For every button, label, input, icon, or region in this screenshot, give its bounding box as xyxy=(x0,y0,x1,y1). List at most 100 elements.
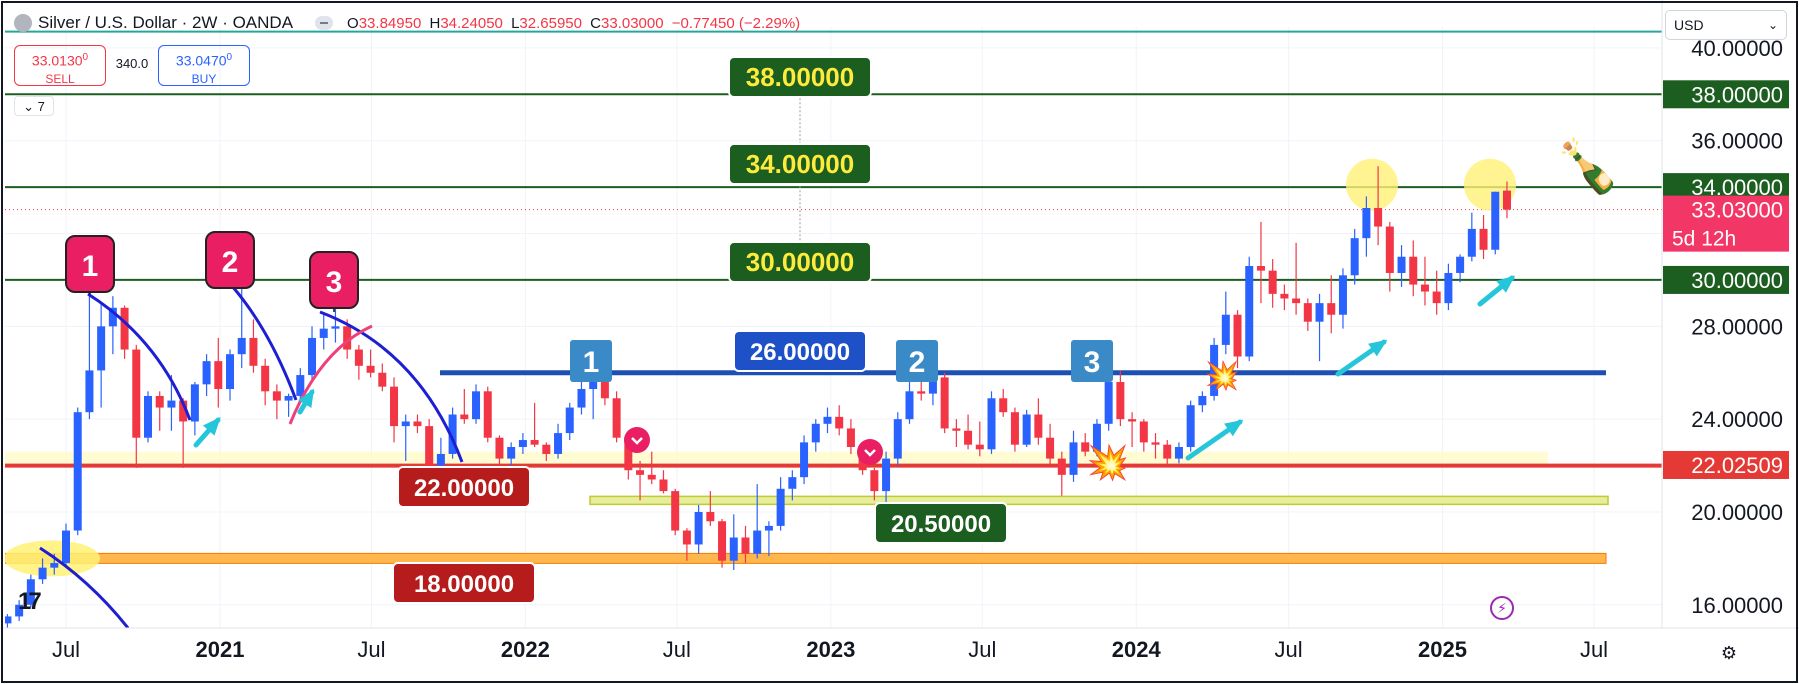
candle-body xyxy=(1268,270,1277,294)
level-label-text: 26.00000 xyxy=(750,339,850,366)
candle-body xyxy=(1139,421,1148,443)
candle-body xyxy=(682,530,691,545)
candle-body xyxy=(343,326,352,350)
candle xyxy=(1046,423,1055,466)
plot-area[interactable]: 💥 💥 🍾 1 2 3 1 2 3 xyxy=(3,27,1662,628)
candle xyxy=(1292,242,1301,315)
price-tick-label: 24.00000 xyxy=(1691,407,1783,432)
price-tick-label: 36.00000 xyxy=(1691,129,1783,154)
candle-body xyxy=(1151,442,1160,445)
candle xyxy=(1116,370,1125,427)
buy-label: BUY xyxy=(191,71,217,86)
candle-body xyxy=(1397,256,1406,273)
candle-body xyxy=(1502,190,1511,210)
candle-body xyxy=(1081,442,1090,452)
candle xyxy=(73,407,82,536)
settings-gear-icon[interactable]: ⚙ xyxy=(1720,643,1738,663)
candle xyxy=(319,312,328,350)
candle xyxy=(1198,391,1207,413)
candle-body xyxy=(472,391,481,420)
sell-button[interactable]: 33.01300 SELL xyxy=(14,45,106,86)
level-label-text: 18.00000 xyxy=(414,571,514,598)
candle xyxy=(1022,409,1031,448)
axis-price-marker-text: 22.02509 xyxy=(1691,453,1783,478)
candle-body xyxy=(835,416,844,429)
candle-body xyxy=(132,349,141,438)
candle-body xyxy=(905,391,914,420)
candle xyxy=(987,391,996,454)
candle xyxy=(1397,245,1406,287)
candle xyxy=(554,423,563,459)
orange-band-line xyxy=(5,552,1607,564)
candle-body xyxy=(788,477,797,489)
candle xyxy=(1174,442,1183,464)
candle xyxy=(1502,181,1511,219)
candle xyxy=(308,326,317,383)
candle xyxy=(870,467,879,501)
symbol-header: Silver / U.S. Dollar · 2W · OANDA O33.84… xyxy=(14,12,804,34)
change-value: −0.77450 (−2.29%) xyxy=(671,14,801,32)
candle xyxy=(764,521,773,557)
trend-curve xyxy=(87,292,192,421)
candle-body xyxy=(1046,437,1055,459)
wave-label-blue-text: 3 xyxy=(1084,346,1101,379)
time-tick-label: 2021 xyxy=(195,637,244,662)
candle xyxy=(261,358,270,406)
candle-body xyxy=(483,391,492,438)
candle-body xyxy=(1456,256,1465,273)
candle xyxy=(1420,256,1429,306)
candle xyxy=(202,354,211,396)
candle xyxy=(893,412,902,466)
wave-label-blue: 1 xyxy=(570,340,612,382)
candle-body xyxy=(1069,442,1078,475)
candle-body xyxy=(1292,298,1301,304)
indicators-collapse-button[interactable]: ⌄ 7 xyxy=(14,96,54,116)
chevron-down-icon: ⌄ xyxy=(23,99,35,114)
candle-body xyxy=(636,470,645,475)
candle xyxy=(155,391,164,431)
candle xyxy=(1151,433,1160,459)
candle-body xyxy=(659,479,668,492)
candle xyxy=(1374,166,1383,246)
candle-body xyxy=(741,537,750,554)
wave-label-red-text: 2 xyxy=(222,246,239,279)
candle-body xyxy=(823,416,832,424)
candle-body xyxy=(226,354,235,389)
time-tick-label: Jul xyxy=(968,637,996,662)
currency-select[interactable]: USD ⌄ xyxy=(1665,10,1787,40)
candle xyxy=(62,523,70,566)
candles xyxy=(5,166,1511,628)
candle-body xyxy=(308,337,317,376)
candle-body xyxy=(331,326,340,329)
candle xyxy=(1081,433,1090,457)
price-axis[interactable]: 16.0000020.0000024.0000028.0000032.00000… xyxy=(1663,36,1789,618)
visibility-icon[interactable] xyxy=(315,16,334,30)
candle xyxy=(1245,256,1254,362)
sell-price-sup: 0 xyxy=(82,52,89,63)
buy-button[interactable]: 33.04700 BUY xyxy=(158,45,250,86)
candle-body xyxy=(237,337,246,355)
candle-body xyxy=(1444,272,1453,304)
candle-body xyxy=(542,444,551,454)
candle xyxy=(671,488,680,536)
time-axis[interactable]: Jul 2021 Jul 2022 Jul 2023 Jul 2024 Jul 2025 Jul xyxy=(52,637,1608,662)
wave-label-blue-text: 1 xyxy=(583,346,600,379)
candle xyxy=(718,518,727,568)
axis-price-marker: 22.02509 xyxy=(1663,450,1789,479)
candle-body xyxy=(600,382,609,399)
candle-body xyxy=(190,384,199,422)
explosion-icon: 💥 xyxy=(1087,443,1129,483)
candle xyxy=(1467,212,1476,262)
candle xyxy=(26,574,35,608)
symbol-title[interactable]: Silver / U.S. Dollar · 2W · OANDA xyxy=(38,13,294,32)
candle-body xyxy=(1362,207,1371,239)
candle xyxy=(190,382,199,436)
candle-body xyxy=(425,426,434,466)
lightning-icon[interactable]: ⚡ xyxy=(1490,596,1514,620)
arrow-icon xyxy=(1477,275,1516,307)
candle xyxy=(1057,451,1066,496)
candle xyxy=(167,375,176,431)
trend-curve xyxy=(230,285,298,401)
level-label: 22.00000 xyxy=(397,466,531,508)
